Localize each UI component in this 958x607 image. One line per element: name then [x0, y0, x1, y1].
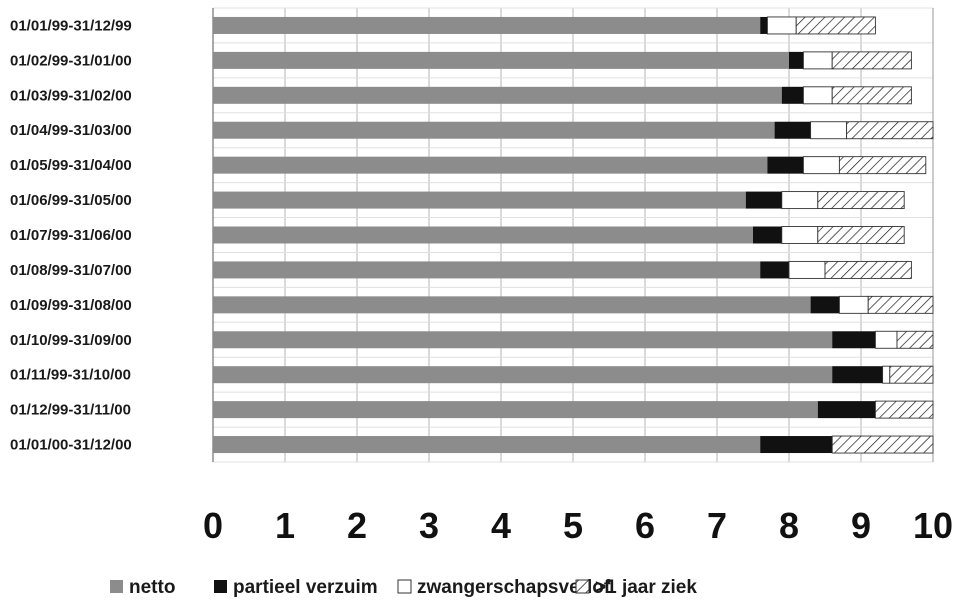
bar--1-jaar-ziek-1	[795, 16, 876, 35]
bar-partieel-verzuim-2	[789, 51, 804, 69]
x-tick-label-0: 0	[203, 505, 223, 546]
x-tick-label-1: 1	[275, 505, 295, 546]
bar-netto-10	[213, 331, 833, 349]
bar-netto-1	[213, 16, 761, 34]
category-label: 01/03/99-31/02/00	[10, 87, 132, 104]
legend-swatch--1-jaar-ziek	[575, 579, 590, 594]
x-tick-label-8: 8	[779, 505, 799, 546]
x-tick-label-3: 3	[419, 505, 439, 546]
category-label: 01/09/99-31/08/00	[10, 297, 132, 314]
bar-netto-3	[213, 86, 782, 104]
bar-partieel-verzuim-10	[832, 331, 876, 349]
bar-partieel-verzuim-9	[810, 296, 840, 314]
bar-partieel-verzuim-12	[817, 401, 876, 419]
bar--1-jaar-ziek-10	[896, 330, 934, 349]
category-label: 01/12/99-31/11/00	[10, 402, 131, 419]
x-tick-label-9: 9	[851, 505, 871, 546]
x-tick-label-10: 10	[913, 505, 953, 546]
bar--1-jaar-ziek-8	[824, 260, 912, 279]
bar-netto-13	[213, 436, 761, 454]
bar-partieel-verzuim-7	[753, 226, 782, 244]
legend-label: zwangerschapsverlof	[417, 577, 611, 598]
bar--1-jaar-ziek-5	[838, 156, 927, 175]
bar-zwangerschapsverlof-8	[788, 260, 826, 279]
bar-netto-2	[213, 51, 789, 69]
bar--1-jaar-ziek-12	[874, 400, 934, 419]
category-label: 01/01/00-31/12/00	[10, 437, 132, 454]
category-label: 01/08/99-31/07/00	[10, 262, 132, 279]
bar-partieel-verzuim-1	[760, 16, 768, 34]
bar-zwangerschapsverlof-3	[802, 86, 833, 105]
legend-label: >1 jaar ziek	[595, 577, 697, 598]
legend: netto partieel verzuim zwangerschapsverlof…	[110, 577, 697, 598]
bar--1-jaar-ziek-11	[889, 365, 934, 384]
category-label: 01/06/99-31/05/00	[10, 192, 132, 209]
bar--1-jaar-ziek-6	[817, 191, 905, 210]
category-label: 01/11/99-31/10/00	[10, 367, 131, 384]
bar-partieel-verzuim-8	[760, 261, 789, 279]
category-label: 01/05/99-31/04/00	[10, 157, 132, 174]
bar-netto-5	[213, 156, 768, 174]
bar--1-jaar-ziek-13	[831, 435, 934, 454]
category-label: 01/07/99-31/06/00	[10, 227, 132, 244]
legend-swatch-zwangerschapsverlof	[397, 579, 412, 594]
bar--1-jaar-ziek-4	[846, 121, 934, 140]
plot-area	[212, 7, 934, 463]
bar-partieel-verzuim-6	[745, 191, 782, 209]
category-label: 01/10/99-31/09/00	[10, 332, 132, 349]
bar-netto-7	[213, 226, 753, 244]
x-tick-label-7: 7	[707, 505, 727, 546]
x-tick-label-6: 6	[635, 505, 655, 546]
bar-netto-9	[213, 296, 811, 314]
legend-swatch-partieel-verzuim	[214, 580, 227, 593]
bar--1-jaar-ziek-2	[831, 51, 912, 70]
bar-zwangerschapsverlof-2	[802, 51, 833, 70]
x-tick-label-2: 2	[347, 505, 367, 546]
bar-partieel-verzuim-3	[781, 86, 804, 104]
bar-zwangerschapsverlof-4	[810, 121, 848, 140]
legend-label: netto	[129, 577, 175, 598]
bar-zwangerschapsverlof-5	[802, 156, 840, 175]
bar-partieel-verzuim-4	[774, 121, 811, 139]
category-labels: 01/01/99-31/12/99 01/02/99-31/01/00 01/03/…	[10, 17, 132, 453]
bar-netto-12	[213, 401, 818, 419]
bar-zwangerschapsverlof-1	[766, 16, 797, 35]
bar-netto-4	[213, 121, 775, 139]
legend-label: partieel verzuim	[233, 577, 378, 598]
bar-zwangerschapsverlof-10	[874, 330, 898, 349]
bar--1-jaar-ziek-7	[817, 226, 905, 244]
bar-netto-6	[213, 191, 746, 209]
x-tick-label-5: 5	[563, 505, 583, 546]
bar--1-jaar-ziek-9	[867, 295, 934, 314]
bar-netto-11	[213, 366, 833, 384]
category-label: 01/02/99-31/01/00	[10, 52, 132, 69]
category-label: 01/01/99-31/12/99	[10, 17, 132, 34]
bar-partieel-verzuim-13	[760, 436, 833, 454]
x-tick-label-4: 4	[491, 505, 511, 546]
bar-partieel-verzuim-5	[767, 156, 804, 174]
bar-zwangerschapsverlof-7	[781, 226, 819, 244]
category-label: 01/04/99-31/03/00	[10, 122, 132, 139]
bar-partieel-verzuim-11	[832, 366, 883, 384]
bar-netto-8	[213, 261, 761, 279]
bar-zwangerschapsverlof-6	[781, 191, 819, 210]
bar-zwangerschapsverlof-9	[838, 295, 869, 314]
legend-swatch-netto	[110, 580, 123, 593]
bar-zwangerschapsverlof-11	[882, 365, 891, 384]
bar--1-jaar-ziek-3	[831, 86, 912, 105]
x-axis-tick-labels: 0 1 2 3 4 5 6 7 8 9 10	[203, 505, 953, 546]
